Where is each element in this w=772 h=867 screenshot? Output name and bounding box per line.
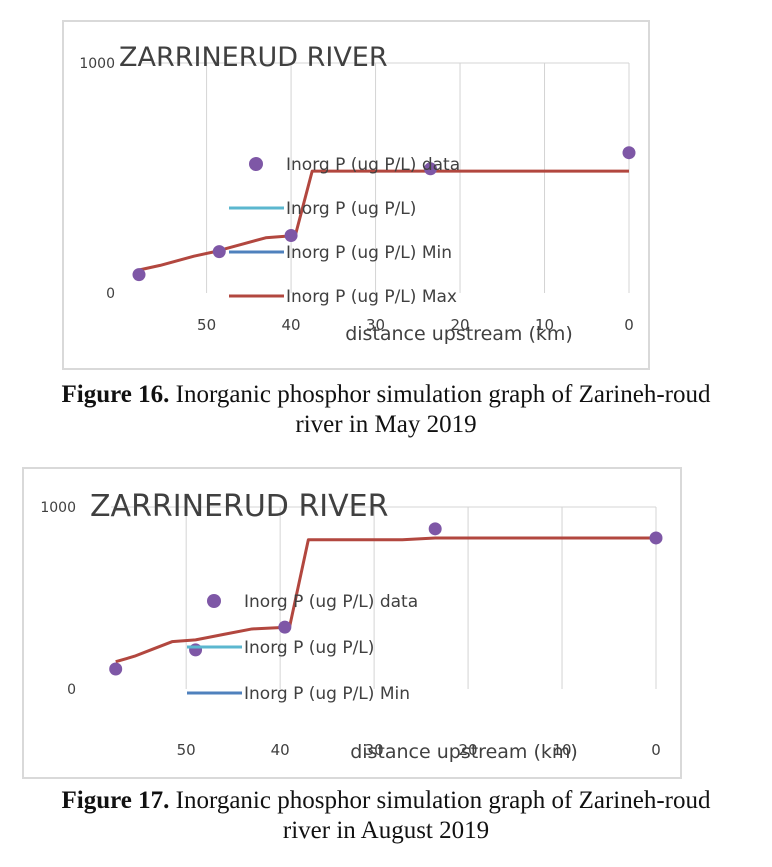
series-line (115, 536, 656, 664)
x-axis-label: distance upstream (km) (350, 741, 578, 763)
data-point (278, 620, 292, 634)
legend-label: Inorg P (ug P/L) (286, 199, 416, 219)
legend-label: Inorg P (ug P/L) Min (244, 684, 410, 704)
x-tick-label: 0 (624, 316, 634, 334)
x-tick-label: 10 (552, 741, 571, 759)
y-tick-label: 0 (106, 286, 115, 302)
data-point (189, 643, 203, 657)
data-point (649, 531, 663, 545)
legend-label: Inorg P (ug P/L) Max (286, 287, 457, 307)
series-line (138, 169, 629, 272)
data-point (428, 522, 442, 536)
figure-16-caption-line2: river in May 2019 (295, 411, 477, 438)
x-tick-label: 40 (271, 741, 290, 759)
x-tick-label: 20 (459, 741, 478, 759)
data-point (622, 146, 636, 160)
figure-17-label: Figure 17. (61, 787, 170, 814)
x-tick-label: 50 (177, 741, 196, 759)
y-tick-label: 1000 (40, 500, 76, 516)
legend-marker (207, 594, 221, 608)
chart-panel-figure-16: 1000 0 50 40 30 20 10 0 distance upstream (km) ZA… (62, 20, 650, 370)
chart-title: ZARRINERUD RIVER (90, 489, 388, 524)
data-point (212, 245, 226, 259)
x-tick-label: 10 (535, 316, 554, 334)
data-point (132, 268, 146, 282)
legend-marker (249, 157, 263, 171)
y-tick-label: 0 (67, 682, 76, 698)
figure-17-caption-text: Inorganic phosphor simulation graph of Z… (169, 787, 711, 814)
figure-16-caption-text: Inorganic phosphor simulation graph of Z… (169, 381, 711, 408)
chart-figure-17: 1000 0 50 40 30 20 10 0 distance upstream (km) ZA… (40, 489, 663, 763)
x-tick-label: 20 (450, 316, 469, 334)
legend-label: Inorg P (ug P/L) data (286, 155, 460, 175)
data-point (284, 229, 298, 242)
x-tick-label: 0 (651, 741, 661, 759)
data-point (423, 162, 437, 176)
chart-title: ZARRINERUD RIVER (119, 42, 388, 73)
data-point (109, 662, 123, 676)
figure-17-caption: Figure 17. Inorganic phosphor simulation… (0, 786, 772, 846)
x-tick-label: 30 (365, 741, 384, 759)
x-tick-label: 30 (366, 316, 385, 334)
y-tick-label: 1000 (79, 56, 115, 72)
figure-17-caption-line2: river in August 2019 (282, 817, 490, 844)
legend-label: Inorg P (ug P/L) (244, 638, 374, 658)
x-tick-label: 50 (197, 316, 216, 334)
figure-16-caption: Figure 16. Inorganic phosphor simulation… (0, 380, 772, 440)
legend-label: Inorg P (ug P/L) Min (286, 243, 452, 263)
figure-16-label: Figure 16. (61, 381, 170, 408)
x-axis-label: distance upstream (km) (345, 323, 573, 345)
chart-panel-figure-17: 1000 0 50 40 30 20 10 0 distance upstream (km) ZA… (22, 467, 682, 779)
chart-figure-16: 1000 0 50 40 30 20 10 0 distance upstream (km) ZA… (79, 42, 636, 345)
x-tick-label: 40 (282, 316, 301, 334)
legend-label: Inorg P (ug P/L) data (244, 592, 418, 612)
